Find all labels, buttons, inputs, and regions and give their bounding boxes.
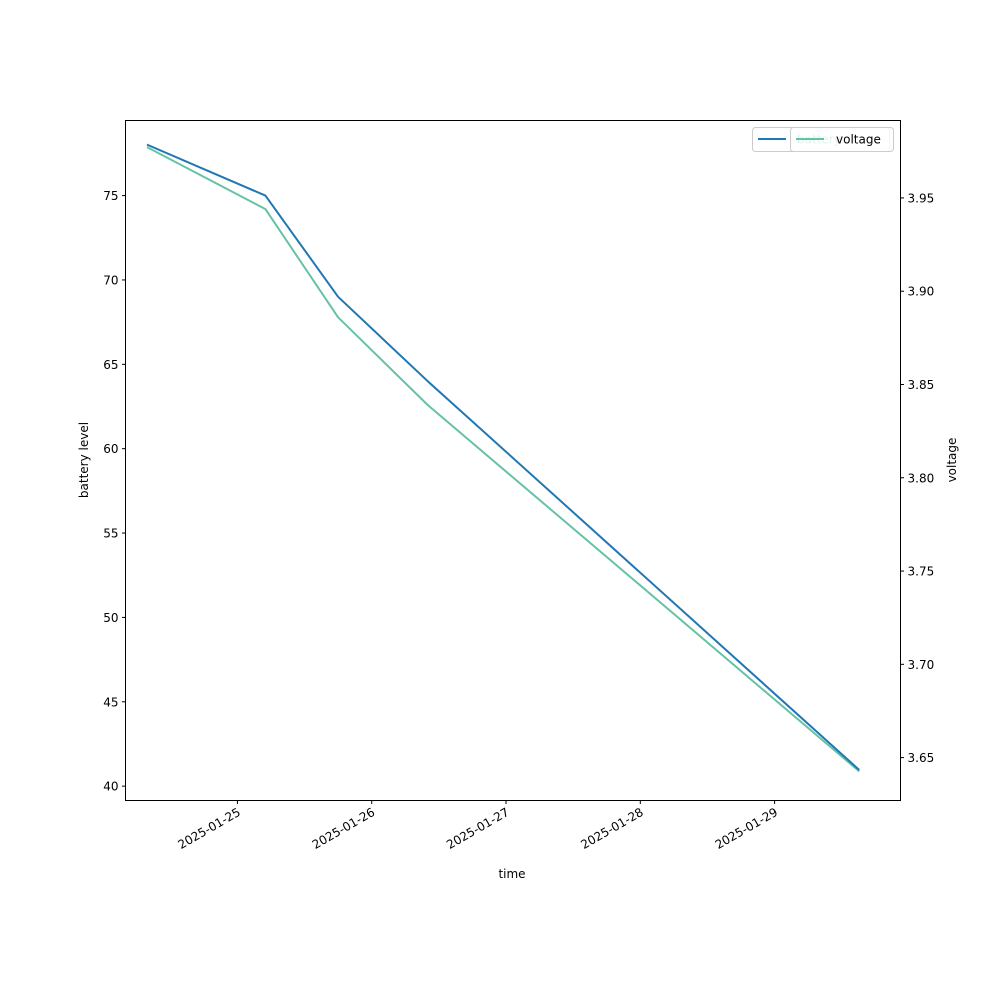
legend-voltage-label: voltage [836,133,881,147]
right-y-tick-label: 3.75 [908,565,935,579]
right-y-tick-label: 3.80 [908,471,935,485]
x-tick-label: 2025-01-26 [310,805,377,852]
x-tick-label: 2025-01-28 [578,805,645,852]
left-y-axis-label: battery level [77,422,91,498]
right-y-tick-label: 3.95 [908,191,935,205]
left-y-tick-label: 65 [103,358,118,372]
x-axis-label: time [498,867,525,881]
voltage-line [146,146,860,773]
left-y-tick-label: 60 [103,442,118,456]
plot-frame [125,120,901,801]
right-y-axis-ticks: 3.65 3.70 3.75 3.80 3.85 3.90 3.95 [900,191,935,765]
right-y-tick-label: 3.70 [908,658,935,672]
x-axis-ticks: 2025-01-25 2025-01-26 2025-01-27 2025-01-28… [176,800,780,852]
left-y-axis-ticks: 40 45 50 55 60 65 70 75 [103,189,126,794]
right-y-tick-label: 3.90 [908,285,935,299]
x-tick-label: 2025-01-29 [713,805,780,852]
right-y-axis-label: voltage [945,438,959,483]
x-tick-label: 2025-01-27 [444,805,511,852]
left-y-tick-label: 70 [103,273,118,287]
x-tick-label: 2025-01-25 [176,805,243,852]
legend-voltage-box [790,127,894,152]
series-lines [146,143,860,773]
left-y-tick-label: 55 [103,527,118,541]
legend-voltage: voltage [790,127,894,152]
left-y-tick-label: 75 [103,189,118,203]
left-y-tick-label: 45 [103,695,118,709]
left-y-tick-label: 40 [103,780,118,794]
right-y-tick-label: 3.85 [908,378,935,392]
battery-line [146,143,860,771]
right-y-tick-label: 3.65 [908,751,935,765]
left-y-tick-label: 50 [103,611,118,625]
